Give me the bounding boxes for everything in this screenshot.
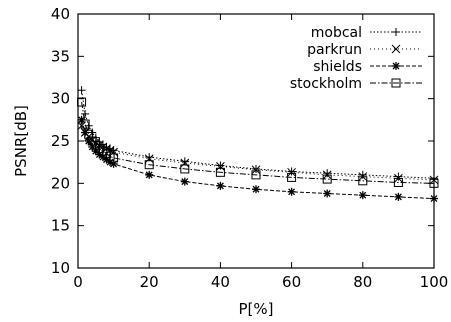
y-tick-label: 30 [51, 90, 70, 108]
y-tick-label: 15 [51, 217, 70, 235]
x-tick-label: 60 [282, 273, 301, 291]
legend-item-stockholm: stockholm [290, 76, 422, 92]
legend-label: stockholm [290, 76, 362, 92]
data-point-mobcal [81, 109, 90, 118]
data-point-shields [358, 191, 367, 200]
data-point-shields [430, 194, 438, 203]
data-point-shields [216, 181, 225, 190]
legend-marker [391, 78, 401, 88]
data-point-stockholm [109, 153, 119, 163]
data-point-parkrun [429, 175, 439, 185]
y-tick-label: 25 [51, 132, 70, 150]
series-stockholm [77, 97, 439, 188]
data-point-mobcal [323, 169, 332, 178]
y-tick-label: 35 [51, 47, 70, 65]
data-point-stockholm [287, 172, 297, 182]
x-axis: 0 20 40 60 80 100 [73, 14, 448, 291]
legend-marker [391, 44, 401, 54]
data-point-mobcal [180, 157, 189, 166]
data-point-mobcal [77, 86, 86, 95]
y-axis-title: PSNR[dB] [12, 105, 30, 177]
legend-label: shields [313, 59, 362, 75]
data-point-shields [394, 192, 403, 201]
series-line-mobcal [81, 90, 435, 179]
y-tick-label: 40 [51, 5, 70, 23]
legend-item-parkrun: parkrun [307, 42, 422, 58]
data-point-stockholm [180, 164, 190, 174]
data-point-shields [287, 187, 296, 196]
data-point-stockholm [144, 160, 154, 170]
data-point-stockholm [322, 174, 332, 184]
legend-label: mobcal [311, 25, 362, 41]
data-point-shields [145, 170, 154, 179]
x-axis-title: P[%] [238, 300, 273, 318]
data-point-mobcal [252, 164, 260, 173]
data-point-parkrun [251, 165, 261, 175]
y-tick-label: 20 [51, 174, 70, 192]
x-tick-label: 20 [140, 273, 159, 291]
data-point-stockholm [80, 119, 90, 129]
x-tick-label: 40 [211, 273, 230, 291]
data-point-mobcal [358, 170, 367, 179]
data-point-stockholm [358, 176, 368, 186]
x-tick-label: 100 [420, 273, 449, 291]
series-lines [77, 86, 439, 203]
data-point-mobcal [394, 172, 403, 181]
data-point-stockholm [215, 167, 225, 177]
legend-item-mobcal: mobcal [311, 25, 422, 41]
x-tick-label: 80 [353, 273, 372, 291]
data-point-parkrun [144, 154, 154, 164]
data-point-shields [323, 189, 332, 198]
data-point-mobcal [287, 167, 296, 176]
data-point-stockholm [429, 178, 439, 188]
plot-frame [77, 13, 435, 269]
legend-marker [392, 28, 400, 36]
data-point-stockholm [251, 170, 261, 180]
y-axis: 10 15 20 25 30 35 40 [51, 5, 434, 277]
data-point-shields [109, 159, 118, 168]
data-point-mobcal [430, 174, 438, 183]
plot-area [77, 13, 435, 269]
data-point-parkrun [287, 167, 296, 177]
y-tick-label: 10 [51, 259, 70, 277]
legend-item-shields: shields [313, 59, 422, 75]
data-point-shields [252, 185, 260, 194]
series-shields [77, 115, 438, 203]
legend-label: parkrun [307, 42, 362, 58]
data-point-stockholm [77, 97, 87, 107]
data-point-stockholm [393, 177, 403, 187]
data-point-parkrun [180, 158, 190, 168]
legend-marker [392, 62, 400, 70]
series-parkrun [77, 121, 439, 185]
data-point-mobcal [145, 153, 154, 162]
data-point-parkrun [216, 162, 225, 171]
data-point-shields [180, 177, 189, 186]
x-tick-label: 0 [73, 273, 83, 291]
